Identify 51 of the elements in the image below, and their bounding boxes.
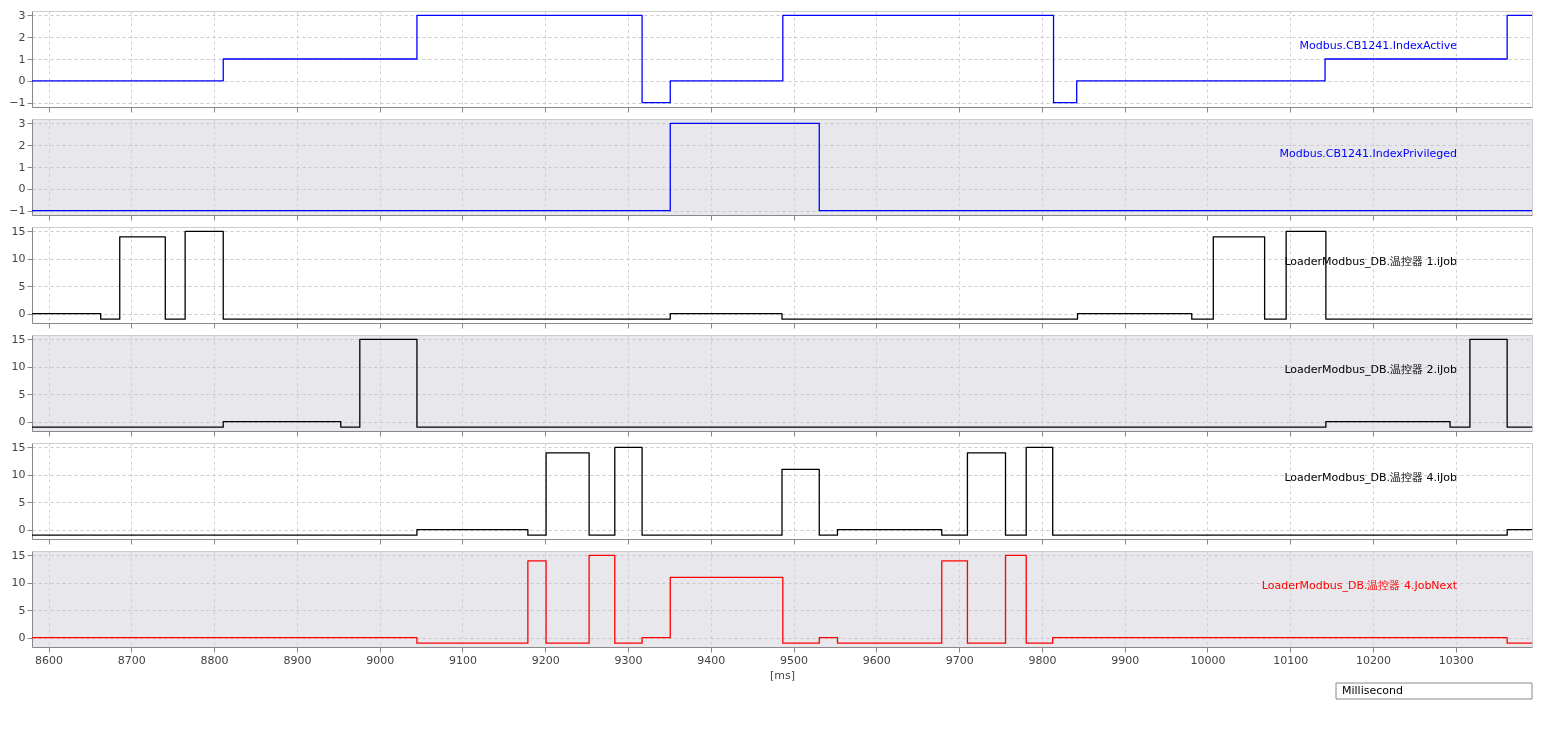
x-tick-label: 8600 — [35, 653, 64, 667]
text: Modbus.CB1241.IndexPrivileged — [1279, 146, 1457, 160]
y-tick-label: 0 — [18, 415, 26, 429]
x-tick-label: 10200 — [1356, 653, 1392, 667]
x-tick-label: 8900 — [283, 653, 312, 667]
text: LoaderModbus_DB.温控器 4.iJob — [1284, 470, 1458, 484]
y-tick-label: 2 — [18, 138, 26, 152]
x-tick-label: 10000 — [1190, 653, 1226, 667]
x-tick-label: 9900 — [1111, 653, 1140, 667]
x-tick-label: 10300 — [1438, 653, 1474, 667]
y-tick-label: 1 — [18, 160, 26, 174]
y-tick-label: 2 — [18, 30, 26, 44]
x-tick-label: 9800 — [1028, 653, 1057, 667]
x-tick-label: 9600 — [862, 653, 891, 667]
text: LoaderModbus_DB.温控器 4.JobNext — [1261, 578, 1458, 592]
y-tick-label: 0 — [18, 631, 26, 645]
y-tick-label: 10 — [11, 252, 26, 266]
y-tick-label: 5 — [18, 387, 26, 401]
y-tick-label: 0 — [18, 523, 26, 537]
x-axis-title: [ms] — [769, 668, 796, 682]
x-tick-label: 9200 — [531, 653, 560, 667]
x-tick-label: 9500 — [780, 653, 809, 667]
y-tick-label: 10 — [11, 468, 26, 482]
x-tick-label: 9100 — [448, 653, 477, 667]
x-tick-label: 9000 — [366, 653, 395, 667]
y-tick-label: 0 — [18, 182, 26, 196]
series-label: Modbus.CB1241.IndexActive — [1299, 38, 1458, 52]
series-label: LoaderModbus_DB.温控器 2.iJob — [1284, 362, 1458, 376]
x-tick-label: 8700 — [117, 653, 146, 667]
y-tick-label: 3 — [18, 8, 26, 22]
y-tick-label: −1 — [9, 96, 26, 110]
y-tick-label: 5 — [18, 603, 26, 617]
y-tick-label: 10 — [11, 576, 26, 590]
x-tick-label: 9300 — [614, 653, 643, 667]
y-tick-label: 0 — [18, 307, 26, 321]
y-tick-label: 15 — [11, 332, 26, 346]
x-tick-label: 9400 — [697, 653, 726, 667]
y-tick-label: 5 — [18, 495, 26, 509]
y-tick-label: 1 — [18, 52, 26, 66]
y-tick-label: 15 — [11, 548, 26, 562]
x-tick-label: 8800 — [200, 653, 229, 667]
y-tick-label: 5 — [18, 279, 26, 293]
x-tick-label: 9700 — [945, 653, 974, 667]
y-tick-label: −1 — [9, 204, 26, 218]
y-tick-label: 0 — [18, 74, 26, 88]
y-tick-label: 3 — [18, 116, 26, 130]
y-tick-label: 15 — [11, 224, 26, 238]
y-tick-label: 15 — [11, 440, 26, 454]
y-tick-label: 10 — [11, 360, 26, 374]
text: Millisecond — [1342, 684, 1403, 697]
x-tick-label: 10100 — [1273, 653, 1309, 667]
